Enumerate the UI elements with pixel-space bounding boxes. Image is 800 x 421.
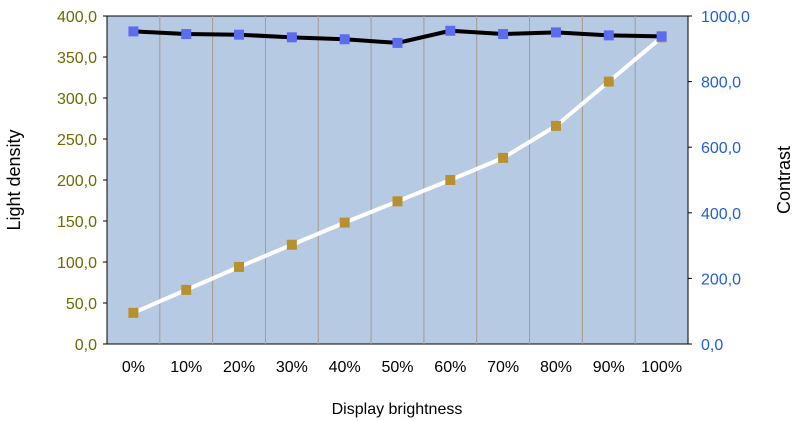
right-tick-label: 400,0 [701, 206, 741, 223]
data-point [339, 34, 350, 45]
right-axis-ticks: 0,0 200,0 400,0 600,0 800,0 1000,0 [688, 9, 750, 354]
x-tick-label: 50% [381, 359, 413, 376]
data-point [128, 307, 139, 318]
data-point [286, 32, 297, 43]
x-tick-label: 90% [593, 359, 625, 376]
data-point [656, 31, 667, 42]
left-axis-ticks: 0,0 50,0 100,0 150,0 200,0 250,0 300,0 350,0 400… [57, 9, 107, 354]
x-tick-label: 70% [487, 359, 519, 376]
data-point [181, 284, 192, 295]
left-tick-label: 350,0 [57, 50, 97, 67]
right-axis-title: Contrast [774, 146, 794, 214]
left-tick-label: 300,0 [57, 91, 97, 108]
x-tick-label: 80% [540, 359, 572, 376]
x-tick-label: 100% [641, 359, 682, 376]
right-tick-label: 600,0 [701, 140, 741, 157]
left-tick-label: 400,0 [57, 9, 97, 26]
data-point [234, 261, 245, 272]
data-point [392, 196, 403, 207]
left-axis-title: Light density [4, 129, 24, 230]
grid-lines [159, 16, 636, 344]
left-tick-label: 150,0 [57, 214, 97, 231]
x-tick-label: 40% [329, 359, 361, 376]
data-point [445, 25, 456, 36]
left-tick-label: 250,0 [57, 132, 97, 149]
x-tick-label: 10% [170, 359, 202, 376]
data-point [498, 152, 509, 163]
left-tick-label: 200,0 [57, 173, 97, 190]
data-point [234, 29, 245, 40]
left-tick-label: 0,0 [75, 337, 97, 354]
right-tick-label: 800,0 [701, 75, 741, 92]
x-axis-ticks: 0% 10% 20% 30% 40% 50% 60% 70% 80% 90% 100% [122, 359, 682, 376]
x-tick-label: 20% [223, 359, 255, 376]
data-point [286, 239, 297, 250]
x-tick-label: 60% [434, 359, 466, 376]
data-point [128, 26, 139, 37]
left-tick-label: 100,0 [57, 255, 97, 272]
data-point [550, 120, 561, 131]
data-point [445, 175, 456, 185]
series-layer [128, 25, 667, 318]
plot-area [106, 15, 689, 345]
data-point [603, 76, 614, 87]
right-tick-label: 200,0 [701, 271, 741, 288]
data-point [392, 37, 403, 48]
data-point [603, 30, 614, 41]
x-tick-label: 30% [276, 359, 308, 376]
x-tick-label: 0% [122, 359, 145, 376]
right-tick-label: 1000,0 [701, 9, 750, 26]
left-tick-label: 50,0 [66, 296, 97, 313]
x-axis-title: Display brightness [332, 401, 463, 418]
right-tick-label: 0,0 [701, 337, 723, 354]
data-point [498, 29, 509, 40]
data-point [550, 27, 561, 38]
data-point [181, 29, 192, 40]
data-point [339, 217, 350, 228]
